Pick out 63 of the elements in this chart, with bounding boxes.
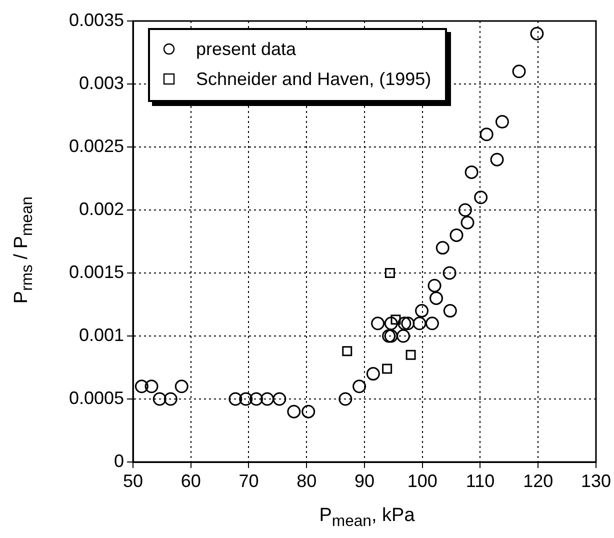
legend-label: Schneider and Haven, (1995): [196, 68, 432, 90]
point: [228, 392, 242, 406]
point: [384, 268, 395, 278]
point: [406, 350, 416, 360]
point: [260, 392, 274, 406]
x-tick-label: 70: [238, 470, 259, 491]
y-tick-label: 0.0025: [68, 136, 124, 156]
point: [490, 152, 504, 166]
point: [272, 392, 286, 406]
x-tick-label: 120: [523, 470, 554, 491]
point: [530, 26, 544, 40]
point: [442, 266, 456, 280]
point: [450, 228, 464, 242]
point: [425, 316, 439, 330]
point: [474, 190, 488, 204]
point: [382, 364, 392, 374]
point: [144, 380, 158, 394]
x-tick-label: 130: [580, 470, 612, 491]
point: [412, 316, 426, 330]
x-tick-label: 100: [407, 470, 438, 491]
point: [338, 392, 352, 406]
point: [495, 115, 509, 129]
y-tick-label: 0: [114, 450, 124, 471]
x-tick-label: 80: [296, 470, 317, 491]
point: [384, 316, 398, 330]
point: [174, 380, 188, 394]
point: [152, 392, 166, 406]
point: [164, 392, 178, 406]
point: [480, 128, 494, 142]
x-tick-label: 50: [122, 470, 144, 491]
x-tick-label: 110: [466, 470, 495, 491]
x-axis-title: P$_{mean}$, kPa: [318, 505, 416, 531]
point: [401, 316, 415, 330]
point: [460, 216, 474, 230]
point: [302, 404, 316, 418]
x-tick-label: 90: [354, 470, 375, 491]
point: [428, 278, 442, 292]
point: [430, 291, 444, 305]
point: [352, 380, 366, 394]
point: [512, 64, 526, 78]
y-tick-label: 0.002: [78, 198, 124, 219]
point: [371, 316, 385, 330]
y-tick-label: 0.0015: [68, 262, 124, 282]
y-tick-label: 0.0035: [68, 10, 124, 30]
point: [342, 346, 352, 356]
y-tick-label: 0.0005: [68, 388, 124, 408]
point: [390, 314, 401, 325]
point: [443, 304, 457, 318]
x-tick-label: 60: [180, 470, 201, 491]
point: [396, 329, 410, 343]
point: [398, 316, 412, 330]
point: [287, 404, 301, 418]
point: [436, 241, 450, 255]
point: [366, 367, 380, 381]
point: [239, 392, 253, 406]
point: [458, 203, 472, 217]
point: [415, 304, 429, 318]
point: [464, 165, 478, 179]
point: [134, 380, 148, 394]
legend-label: present data: [196, 38, 296, 60]
y-tick-label: 0.001: [78, 324, 124, 345]
y-tick-label: 0.003: [78, 72, 124, 93]
point: [250, 392, 264, 406]
